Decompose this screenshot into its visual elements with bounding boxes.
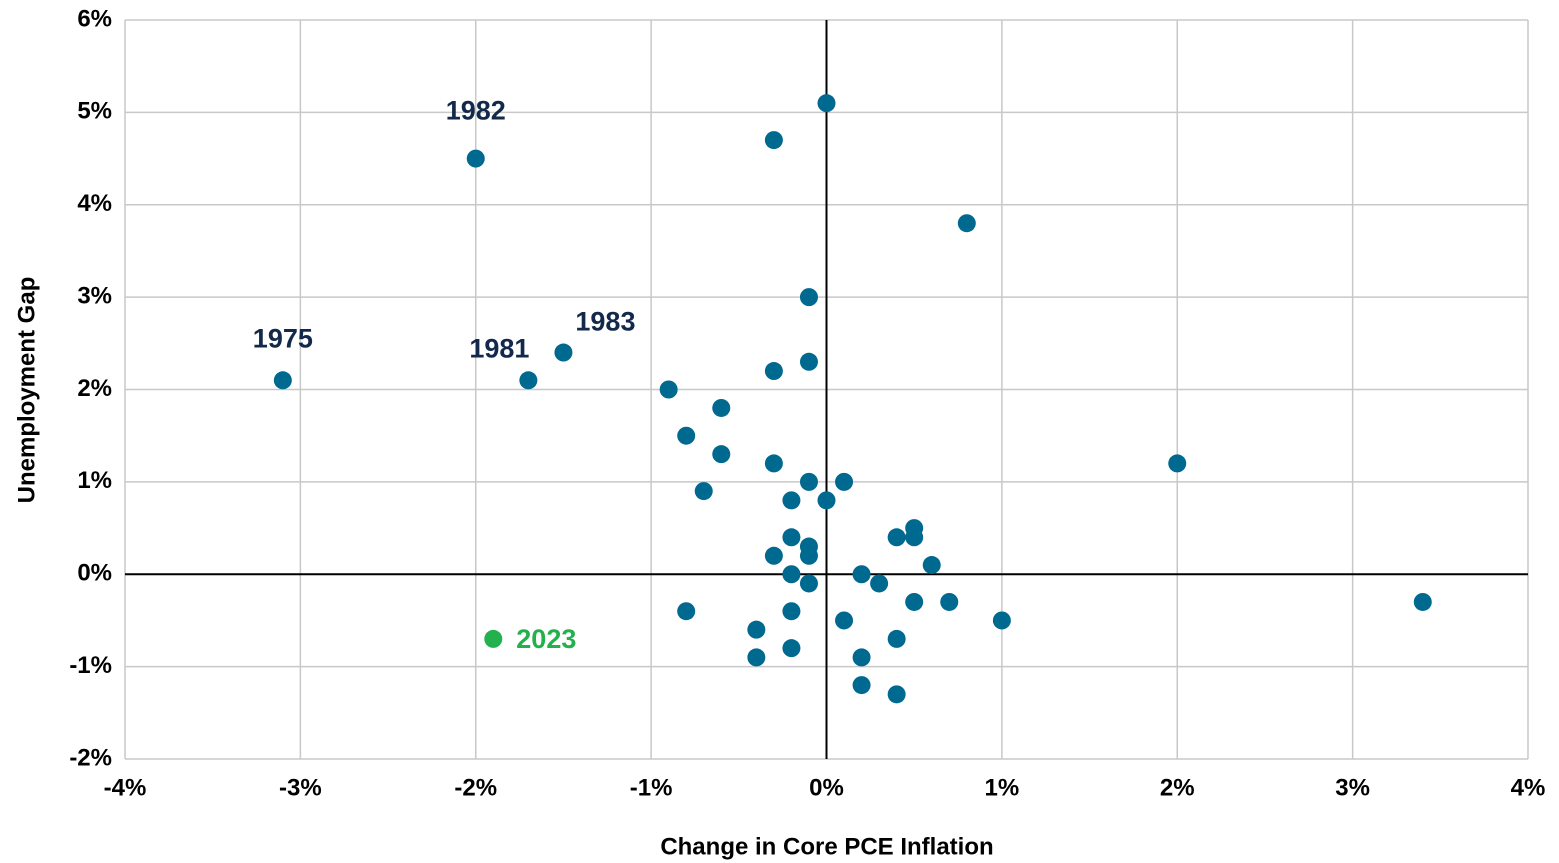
point (782, 639, 801, 658)
point (659, 380, 678, 399)
point (273, 371, 292, 390)
y-tick-label: 6% (77, 5, 112, 32)
point (1168, 454, 1187, 473)
y-tick-label: -2% (69, 744, 112, 771)
point (799, 472, 818, 491)
x-tick-label: -3% (279, 774, 322, 801)
point (905, 528, 924, 547)
y-tick-label: 2% (77, 375, 112, 402)
y-tick-label: 5% (77, 98, 112, 125)
point (992, 611, 1011, 630)
point (887, 685, 906, 704)
point (764, 362, 783, 381)
point (852, 676, 871, 695)
y-tick-label: 3% (77, 282, 112, 309)
point-label: 1982 (446, 96, 506, 126)
point (905, 592, 924, 611)
point (852, 565, 871, 584)
point (835, 611, 854, 630)
x-tick-label: 3% (1335, 774, 1370, 801)
point (870, 574, 889, 593)
y-axis-title: Unemployment Gap (13, 277, 40, 504)
y-tick-label: -1% (69, 652, 112, 679)
point-label: 1983 (575, 307, 635, 337)
point (887, 528, 906, 547)
point (782, 528, 801, 547)
point (764, 454, 783, 473)
point (852, 648, 871, 667)
point (817, 94, 836, 113)
point (554, 343, 573, 362)
x-tick-label: -2% (454, 774, 497, 801)
point (466, 149, 485, 168)
x-tick-label: 2% (1160, 774, 1195, 801)
point (694, 482, 713, 501)
point (922, 556, 941, 575)
x-tick-label: 1% (985, 774, 1020, 801)
x-axis-title: Change in Core PCE Inflation (660, 833, 993, 860)
point (712, 398, 731, 417)
point (957, 214, 976, 233)
point (782, 491, 801, 510)
x-tick-label: 4% (1511, 774, 1546, 801)
y-tick-label: 4% (77, 190, 112, 217)
point (782, 565, 801, 584)
y-tick-label: 1% (77, 467, 112, 494)
point (799, 546, 818, 565)
point (835, 472, 854, 491)
x-tick-label: 0% (809, 774, 844, 801)
point (484, 629, 503, 648)
point (817, 491, 836, 510)
point (940, 592, 959, 611)
point (1413, 592, 1432, 611)
point-label: 1975 (253, 323, 313, 353)
point (519, 371, 538, 390)
point (747, 648, 766, 667)
point (764, 131, 783, 150)
point (764, 546, 783, 565)
x-tick-label: -1% (630, 774, 673, 801)
x-tick-label: -4% (104, 774, 147, 801)
point-label: 2023 (516, 624, 576, 654)
point (782, 602, 801, 621)
point (799, 288, 818, 307)
point (677, 426, 696, 445)
point (799, 352, 818, 371)
y-tick-label: 0% (77, 560, 112, 587)
point (747, 620, 766, 639)
point-label: 1981 (469, 333, 529, 363)
point (799, 574, 818, 593)
point (712, 445, 731, 464)
point (887, 629, 906, 648)
point (677, 602, 696, 621)
